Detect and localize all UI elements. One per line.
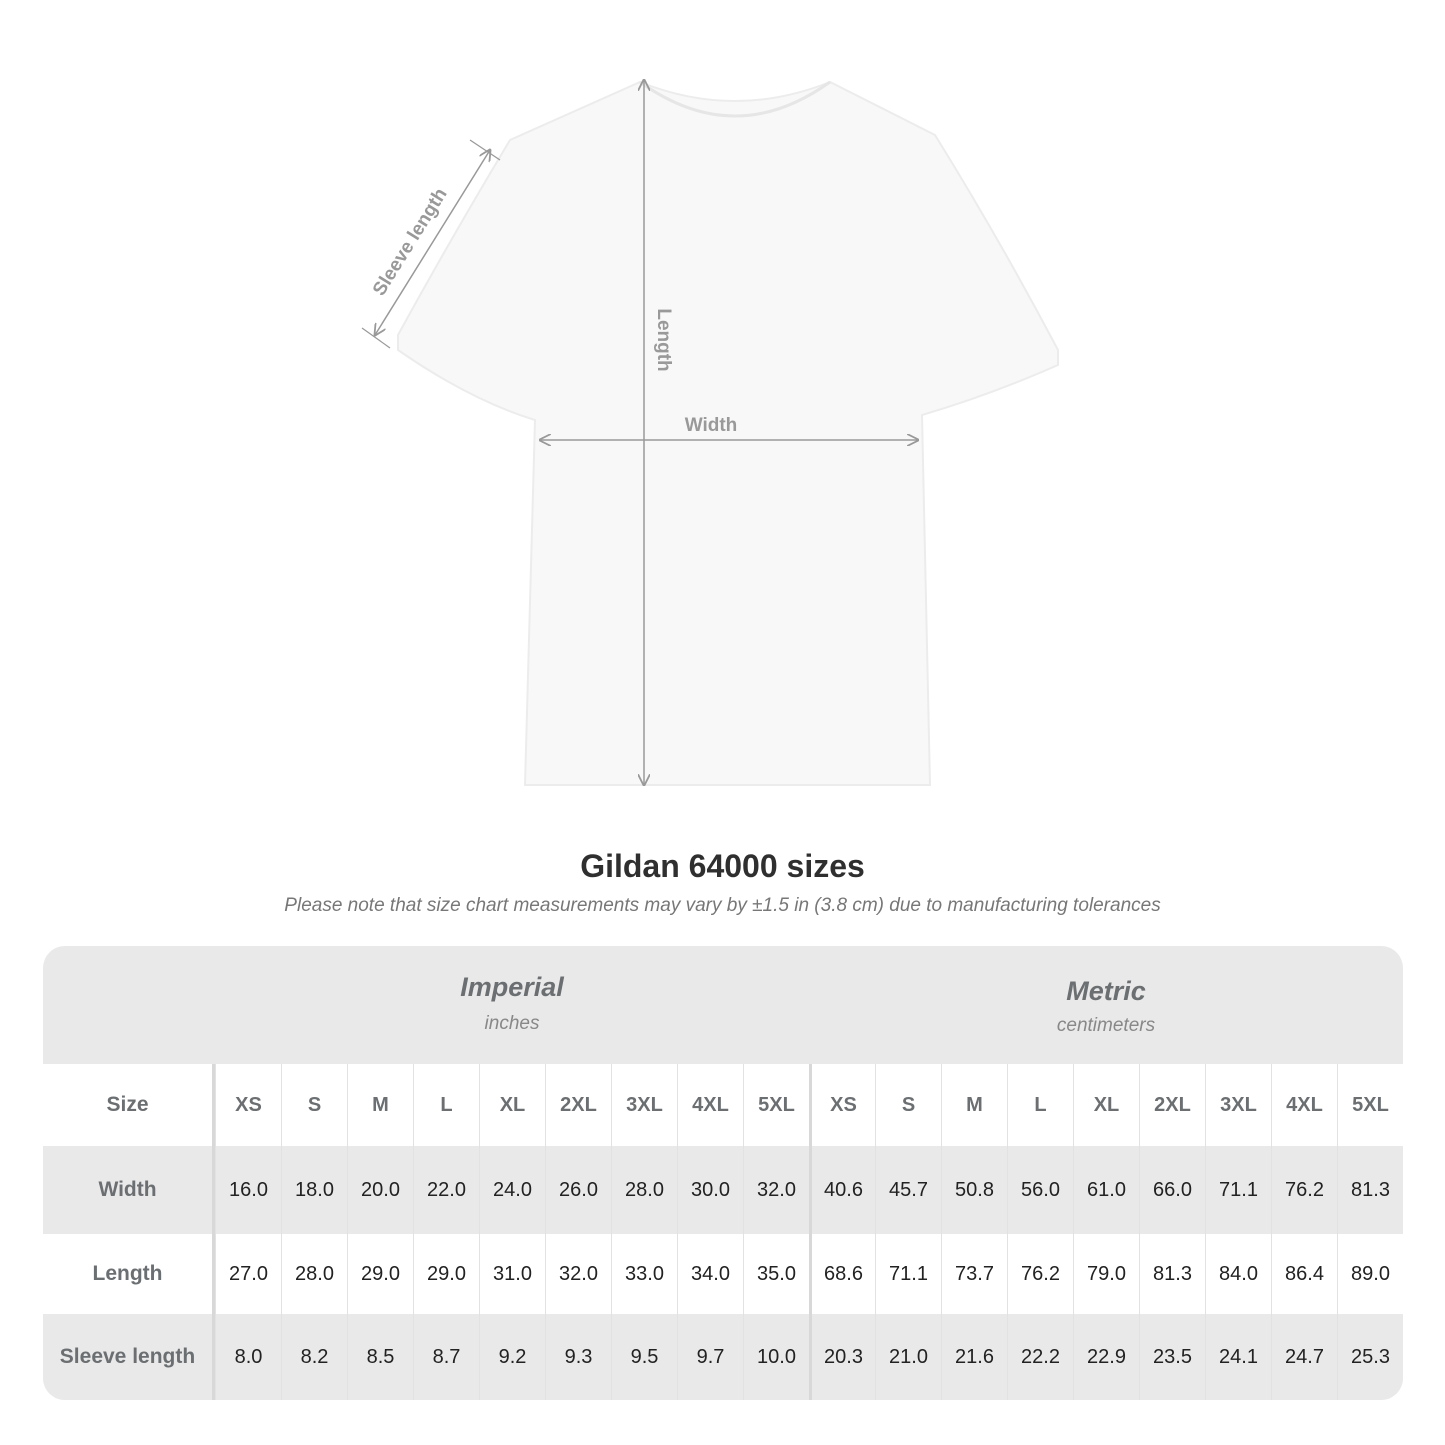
row-label: Sleeve length: [43, 1314, 215, 1400]
tshirt-diagram: Sleeve length Length Width: [361, 0, 1059, 820]
imperial-cell: 8.0: [215, 1314, 281, 1400]
imperial-cell: 33.0: [611, 1234, 677, 1314]
imperial-cell: 9.3: [545, 1314, 611, 1400]
imperial-cell: 24.0: [479, 1146, 545, 1234]
metric-cell: 81.3: [1139, 1234, 1205, 1314]
imperial-cell: 8.5: [347, 1314, 413, 1400]
size-header-3xl: 3XL: [1205, 1064, 1271, 1146]
metric-cell: 61.0: [1073, 1146, 1139, 1234]
imperial-cell: 20.0: [347, 1146, 413, 1234]
imperial-cell: 35.0: [743, 1234, 809, 1314]
metric-cell: 22.2: [1007, 1314, 1073, 1400]
size-header-4xl: 4XL: [1271, 1064, 1337, 1146]
page-title: Gildan 64000 sizes: [580, 848, 865, 884]
metric-cell: 71.1: [1205, 1146, 1271, 1234]
imperial-cell: 16.0: [215, 1146, 281, 1234]
metric-cell: 68.6: [809, 1234, 875, 1314]
metric-cell: 25.3: [1337, 1314, 1403, 1400]
size-header-xs: XS: [215, 1064, 281, 1146]
table-row: Length 27.0 28.0 29.0 29.0 31.0 32.0 33.0 34.0 35…: [43, 1234, 1403, 1314]
imperial-cell: 8.2: [281, 1314, 347, 1400]
metric-cell: 86.4: [1271, 1234, 1337, 1314]
tolerance-note: Please note that size chart measurements…: [284, 895, 1161, 916]
sleeve-arrow: [375, 150, 490, 335]
metric-cell: 50.8: [941, 1146, 1007, 1234]
metric-cell: 81.3: [1337, 1146, 1403, 1234]
size-header-m: M: [941, 1064, 1007, 1146]
metric-cell: 40.6: [809, 1146, 875, 1234]
metric-cell: 24.1: [1205, 1314, 1271, 1400]
metric-cell: 84.0: [1205, 1234, 1271, 1314]
imperial-cell: 30.0: [677, 1146, 743, 1234]
metric-cell: 20.3: [809, 1314, 875, 1400]
metric-cell: 21.6: [941, 1314, 1007, 1400]
size-header-3xl: 3XL: [611, 1064, 677, 1146]
imperial-cell: 32.0: [545, 1234, 611, 1314]
metric-cell: 71.1: [875, 1234, 941, 1314]
imperial-cell: 26.0: [545, 1146, 611, 1234]
size-header-xs: XS: [809, 1064, 875, 1146]
metric-cell: 45.7: [875, 1146, 941, 1234]
imperial-cell: 28.0: [281, 1234, 347, 1314]
size-table: Imperial inches Metric centimeters Size X…: [43, 946, 1403, 1400]
metric-cell: 22.9: [1073, 1314, 1139, 1400]
size-header-4xl: 4XL: [677, 1064, 743, 1146]
imperial-cell: 28.0: [611, 1146, 677, 1234]
imperial-cell: 22.0: [413, 1146, 479, 1234]
size-header-m: M: [347, 1064, 413, 1146]
metric-header: Metric centimeters: [1056, 976, 1156, 1036]
metric-cell: 79.0: [1073, 1234, 1139, 1314]
size-header-xl: XL: [1073, 1064, 1139, 1146]
metric-cell: 76.2: [1271, 1146, 1337, 1234]
size-header-2xl: 2XL: [545, 1064, 611, 1146]
imperial-cell: 18.0: [281, 1146, 347, 1234]
imperial-cell: 32.0: [743, 1146, 809, 1234]
table-row: Sleeve length 8.0 8.2 8.5 8.7 9.2 9.3 9.5 9.7 10.…: [43, 1314, 1403, 1400]
imperial-cell: 9.7: [677, 1314, 743, 1400]
imperial-cell: 31.0: [479, 1234, 545, 1314]
metric-cell: 56.0: [1007, 1146, 1073, 1234]
imperial-cell: 29.0: [413, 1234, 479, 1314]
size-header-5xl: 5XL: [1337, 1064, 1403, 1146]
imperial-cell: 10.0: [743, 1314, 809, 1400]
row-label: Length: [43, 1234, 215, 1314]
size-label: Size: [43, 1064, 215, 1146]
metric-cell: 66.0: [1139, 1146, 1205, 1234]
row-label: Width: [43, 1146, 215, 1234]
size-header-l: L: [413, 1064, 479, 1146]
size-header-row: Size XS S M L XL 2XL 3XL 4XL 5XL XS S M L XL 2XL 3XL 4XL 5…: [43, 1064, 1403, 1146]
size-header-5xl: 5XL: [743, 1064, 809, 1146]
table-row: Width 16.0 18.0 20.0 22.0 24.0 26.0 28.0 30.0 32.…: [43, 1146, 1403, 1234]
imperial-cell: 27.0: [215, 1234, 281, 1314]
imperial-cell: 9.5: [611, 1314, 677, 1400]
size-header-s: S: [281, 1064, 347, 1146]
imperial-cell: 29.0: [347, 1234, 413, 1314]
size-header-2xl: 2XL: [1139, 1064, 1205, 1146]
imperial-header: Imperial inches: [460, 972, 564, 1034]
metric-cell: 73.7: [941, 1234, 1007, 1314]
length-label: Length: [653, 308, 674, 371]
metric-cell: 21.0: [875, 1314, 941, 1400]
imperial-cell: 9.2: [479, 1314, 545, 1400]
metric-cell: 24.7: [1271, 1314, 1337, 1400]
metric-cell: 76.2: [1007, 1234, 1073, 1314]
imperial-cell: 8.7: [413, 1314, 479, 1400]
metric-cell: 89.0: [1337, 1234, 1403, 1314]
size-header-xl: XL: [479, 1064, 545, 1146]
imperial-cell: 34.0: [677, 1234, 743, 1314]
metric-cell: 23.5: [1139, 1314, 1205, 1400]
size-header-l: L: [1007, 1064, 1073, 1146]
width-label: Width: [685, 415, 738, 436]
size-header-s: S: [875, 1064, 941, 1146]
